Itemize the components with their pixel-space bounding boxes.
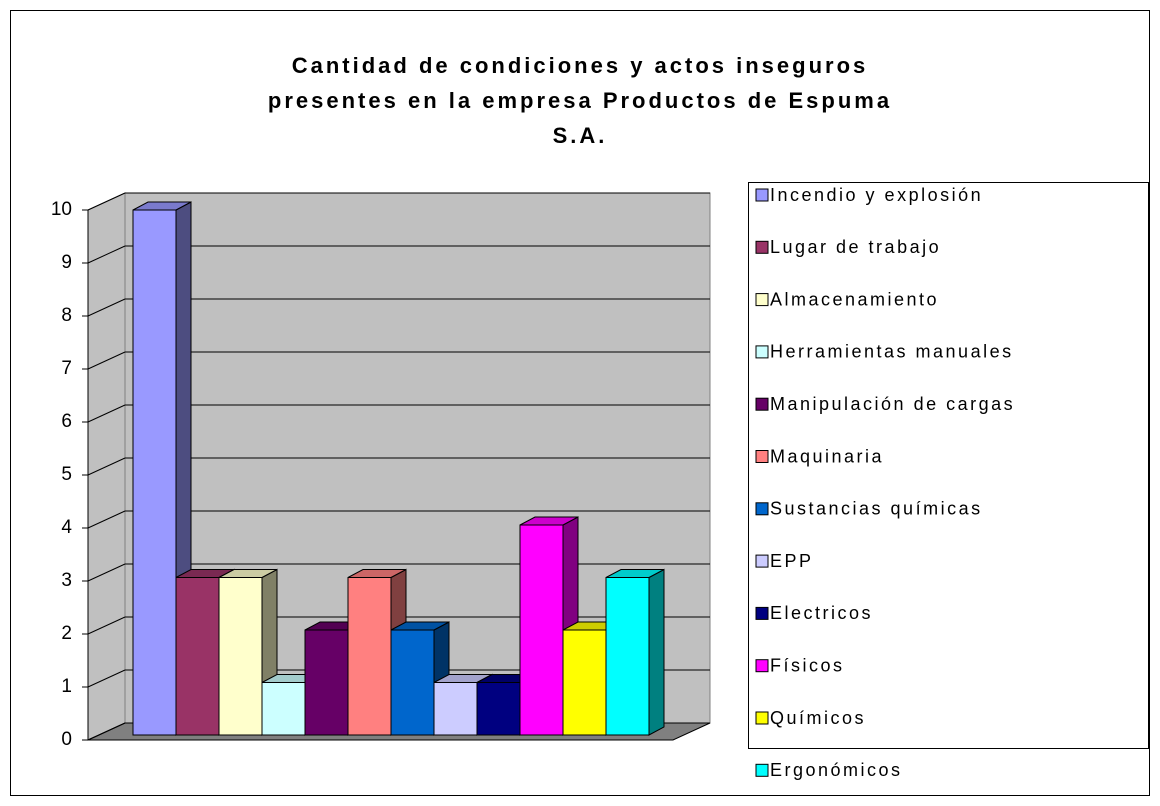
legend-label: Químicos	[770, 708, 866, 728]
y-tick-label: 6	[61, 411, 72, 432]
legend-swatch	[755, 450, 769, 463]
grid-line	[87, 510, 126, 529]
y-tick-label: 8	[61, 305, 72, 326]
legend-swatch	[755, 554, 769, 568]
bar-front	[519, 524, 564, 736]
grid-line	[87, 563, 126, 582]
y-tick-label: 3	[61, 570, 72, 591]
grid-line	[87, 192, 126, 211]
legend-swatch	[755, 502, 769, 516]
bar-front	[175, 577, 220, 736]
legend-swatch	[755, 659, 769, 673]
y-tick-label: 10	[51, 199, 72, 220]
bar-front	[476, 682, 521, 736]
legend-label: Manipulación de cargas	[770, 394, 1015, 414]
legend-label: Físicos	[770, 655, 845, 675]
legend-label: EPP	[770, 551, 814, 571]
grid-line	[87, 404, 126, 423]
legend-label: Ergonómicos	[770, 760, 903, 780]
y-tick-label: 1	[61, 676, 72, 697]
bar-front	[347, 577, 392, 736]
y-tick-label: 4	[61, 517, 72, 538]
grid-line	[87, 669, 126, 688]
legend-swatch	[755, 763, 769, 777]
legend-swatch	[755, 397, 769, 411]
legend-label: Almacenamiento	[770, 289, 939, 309]
y-tick-label: 9	[61, 252, 72, 273]
y-tick-label: 7	[61, 358, 72, 379]
grid-line	[87, 722, 126, 741]
y-tick-label: 5	[61, 464, 72, 485]
legend-swatch	[755, 345, 769, 359]
bar-front	[304, 629, 349, 736]
grid-line	[87, 245, 126, 264]
legend-label: Electricos	[770, 603, 873, 623]
y-tick-label: 0	[61, 729, 72, 750]
bar-front	[605, 577, 650, 736]
grid-line	[87, 351, 126, 370]
y-tick-label: 2	[61, 623, 72, 644]
bar-front	[390, 629, 435, 736]
legend-label: Sustancias químicas	[770, 499, 983, 519]
legend-label: Herramientas manuales	[770, 342, 1014, 362]
bar-front	[132, 209, 177, 736]
grid-line	[87, 457, 126, 476]
bar-front	[562, 629, 607, 736]
legend-swatch	[755, 240, 769, 254]
chart-title: Cantidad de condiciones y actos inseguro…	[267, 53, 893, 148]
grid-line	[87, 298, 126, 317]
legend-box	[748, 182, 1149, 749]
bar-front	[433, 682, 478, 736]
bar-front	[261, 682, 306, 736]
bar-front	[218, 577, 263, 736]
grid-line	[87, 616, 126, 635]
bar-side	[648, 568, 665, 736]
legend-swatch	[755, 711, 769, 725]
legend-label: Maquinaria	[770, 446, 884, 466]
legend-label: Incendio y explosión	[770, 185, 983, 205]
legend-swatch	[755, 293, 769, 307]
legend-swatch	[755, 606, 769, 620]
bar	[605, 568, 665, 736]
legend-swatch	[755, 188, 769, 202]
legend-label: Lugar de trabajo	[770, 237, 941, 257]
